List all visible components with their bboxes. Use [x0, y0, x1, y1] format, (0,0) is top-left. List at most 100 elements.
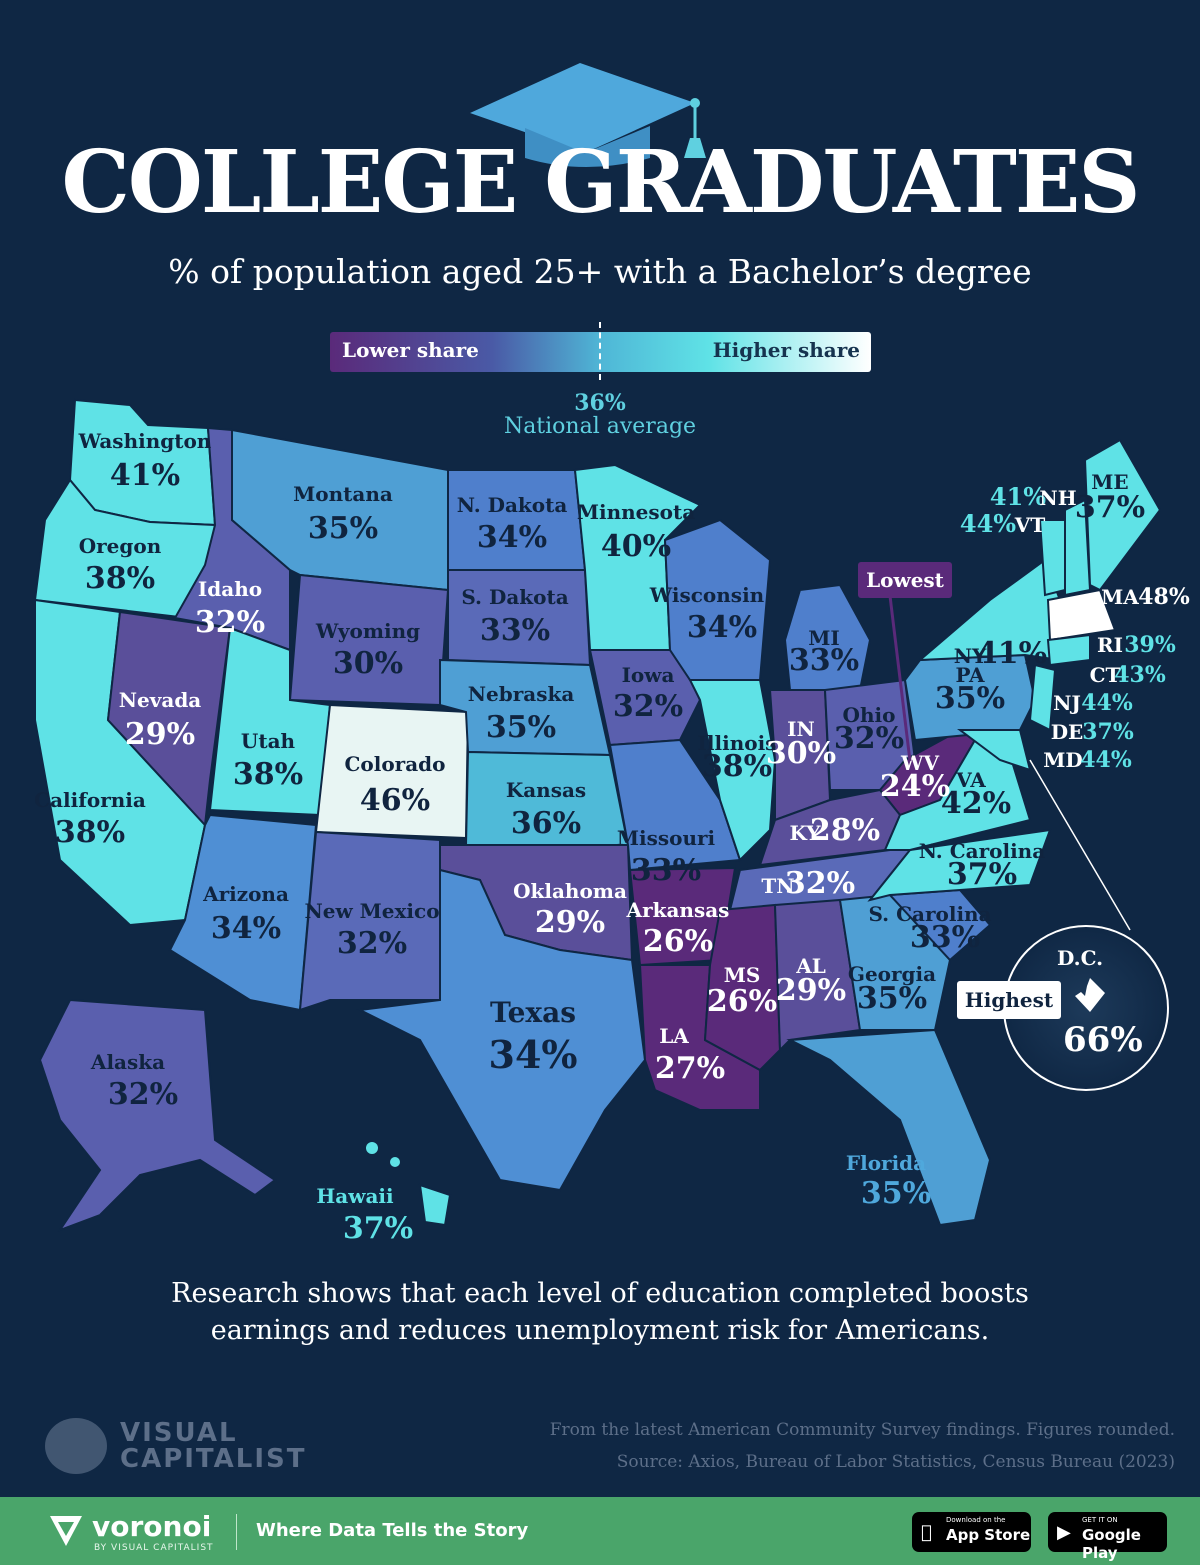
- label-colorado-name: Colorado: [344, 752, 445, 776]
- label-arkansas-value: 26%: [643, 924, 713, 959]
- label-new-hampshire-name: NH: [1039, 486, 1076, 510]
- label-arkansas-name: Arkansas: [626, 898, 730, 922]
- state-labels: Washington 41% Oregon 38% California 38%…: [34, 429, 1190, 1246]
- source-note-line2: Source: Axios, Bureau of Labor Statistic…: [616, 1452, 1175, 1472]
- voronoi-byline: BY VISUAL CAPITALIST: [94, 1543, 214, 1553]
- label-maine-value: 37%: [1075, 490, 1145, 525]
- state-connecticut: [1046, 633, 1091, 667]
- us-map: [33, 398, 1162, 1233]
- label-missouri-value: 33%: [631, 853, 701, 888]
- label-nebraska-value: 35%: [486, 710, 556, 745]
- state-maine: [1083, 438, 1162, 592]
- label-illinois-value: 38%: [702, 749, 772, 784]
- label-wisconsin-name: Wisconsin: [649, 583, 765, 607]
- label-idaho-name: Idaho: [198, 577, 262, 601]
- label-utah-name: Utah: [241, 729, 296, 753]
- label-pennsylvania-name: PA: [955, 663, 985, 687]
- visual-capitalist-logo-icon: [45, 1418, 107, 1474]
- lowest-callout-line: [888, 596, 912, 762]
- highest-callout: Highest: [957, 981, 1061, 1019]
- label-west-virginia-name: WV: [900, 751, 939, 775]
- brand-line1: VISUAL: [120, 1418, 238, 1448]
- label-hawaii-value: 37%: [343, 1211, 413, 1246]
- graduation-cap-icon: [470, 63, 706, 167]
- research-note-line2: earnings and reduces unemployment risk f…: [210, 1315, 990, 1346]
- label-iowa-name: Iowa: [622, 663, 675, 687]
- label-delaware-value: 37%: [1082, 719, 1134, 745]
- label-new-york-value: 41%: [977, 636, 1047, 671]
- app-store-small-text: Download on the: [946, 1516, 1006, 1524]
- label-alaska-name: Alaska: [90, 1050, 165, 1074]
- label-wyoming-name: Wyoming: [315, 619, 420, 643]
- app-store-label: App Store: [946, 1526, 1031, 1544]
- state-massachusetts: [1046, 588, 1117, 642]
- label-s-carolina-value: 33%: [910, 920, 980, 955]
- label-georgia-value: 35%: [857, 981, 927, 1016]
- label-iowa-value: 32%: [613, 689, 683, 724]
- app-store-button[interactable]:  Download on the App Store: [912, 1512, 1031, 1552]
- label-rhode-island-value: 39%: [1124, 632, 1176, 658]
- state-illinois: [688, 679, 777, 862]
- label-oklahoma-name: Oklahoma: [513, 879, 627, 903]
- lowest-callout: Lowest: [858, 562, 952, 598]
- state-new-hampshire: [1064, 498, 1092, 597]
- label-montana-value: 35%: [308, 511, 378, 546]
- label-nebraska-name: Nebraska: [468, 682, 575, 706]
- state-alaska: [38, 998, 277, 1233]
- label-mississippi-name: MS: [724, 963, 761, 987]
- state-maryland: [957, 729, 1032, 772]
- label-n-dakota-name: N. Dakota: [457, 493, 568, 517]
- label-alabama-value: 29%: [776, 973, 846, 1008]
- label-california-value: 38%: [55, 815, 125, 850]
- label-michigan-name: MI: [808, 626, 840, 650]
- label-oklahoma-value: 29%: [535, 905, 605, 940]
- label-maryland-value: 44%: [1080, 747, 1132, 773]
- page-subtitle: % of population aged 25+ with a Bachelor…: [168, 252, 1032, 291]
- label-delaware-name: DE: [1051, 720, 1084, 744]
- footer-tagline: Where Data Tells the Story: [256, 1520, 529, 1541]
- label-washington-name: Washington: [78, 429, 212, 453]
- label-illinois-name: Illinois: [698, 731, 777, 755]
- label-maine-name: ME: [1091, 470, 1128, 494]
- dc-callout-line: [1029, 759, 1131, 931]
- google-play-button[interactable]: ▶ GET IT ON Google Play: [1048, 1512, 1167, 1562]
- label-georgia-name: Georgia: [848, 962, 936, 986]
- label-arizona-value: 34%: [211, 911, 281, 946]
- label-wisconsin-value: 34%: [687, 610, 757, 645]
- label-tennessee-value: 32%: [785, 866, 855, 901]
- label-kentucky-name: KY: [789, 821, 821, 845]
- label-california-name: California: [34, 788, 146, 812]
- legend-high-label: Higher share: [712, 338, 860, 362]
- label-minnesota-name: Minnesota: [577, 500, 695, 524]
- label-nevada-value: 29%: [125, 717, 195, 752]
- label-utah-value: 38%: [233, 757, 303, 792]
- label-new-mexico-value: 32%: [337, 926, 407, 961]
- label-maryland-name: MD: [1043, 748, 1082, 772]
- label-oregon-value: 38%: [85, 561, 155, 596]
- label-kansas-name: Kansas: [506, 778, 586, 802]
- google-play-icon: ▶: [1057, 1522, 1071, 1543]
- google-play-small-text: GET IT ON: [1082, 1516, 1118, 1524]
- label-montana-name: Montana: [293, 482, 393, 506]
- national-average-value: 36%: [574, 390, 626, 416]
- state-iowa: [588, 649, 702, 747]
- voronoi-logo[interactable]: voronoi: [92, 1510, 212, 1543]
- research-note-line1: Research shows that each level of educat…: [171, 1278, 1029, 1309]
- label-new-mexico-name: New Mexico: [304, 899, 439, 923]
- footer-divider: [236, 1514, 237, 1550]
- hawaii-island: [390, 1157, 400, 1167]
- label-vermont-name: VT: [1014, 513, 1046, 537]
- google-play-label: Google Play: [1082, 1526, 1141, 1562]
- state-texas: [356, 868, 647, 1192]
- label-tennessee-name: TN: [761, 874, 794, 898]
- label-new-jersey-name: NJ: [1053, 691, 1081, 715]
- apple-icon: : [921, 1522, 932, 1543]
- label-colorado-value: 46%: [360, 783, 430, 818]
- hawaii-island: [366, 1142, 378, 1154]
- label-massachusetts-name: MA: [1101, 585, 1139, 609]
- label-s-carolina-name: S. Carolina: [868, 902, 991, 926]
- label-mississippi-value: 26%: [707, 984, 777, 1019]
- label-hawaii-name: Hawaii: [316, 1184, 394, 1208]
- brand-line2: CAPITALIST: [120, 1444, 307, 1474]
- label-indiana-name: IN: [787, 717, 815, 741]
